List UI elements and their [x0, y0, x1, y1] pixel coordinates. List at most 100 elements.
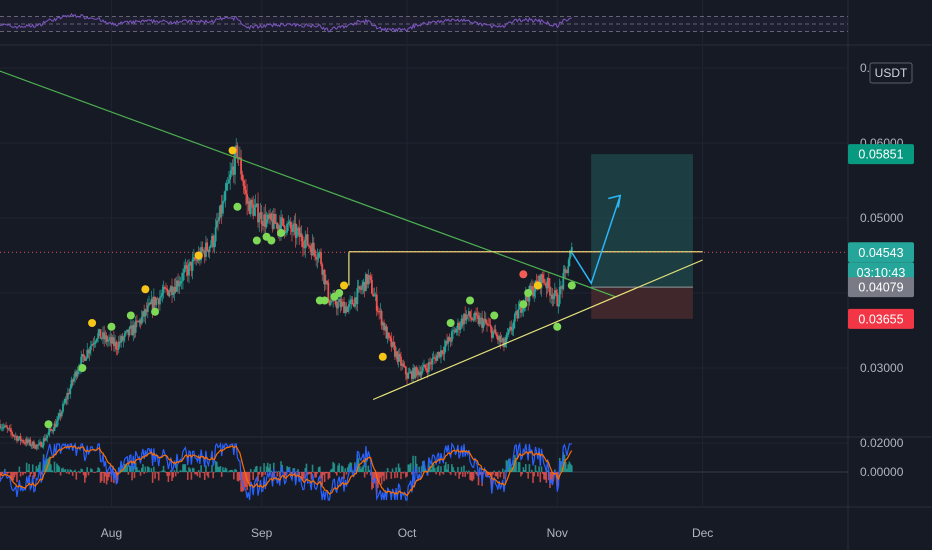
candle-body	[316, 258, 319, 260]
macd-histogram-bar	[88, 471, 91, 473]
macd-histogram-bar	[470, 472, 473, 481]
macd-histogram-bar	[28, 463, 30, 472]
candle-body	[566, 270, 568, 274]
macd-histogram-bar	[60, 468, 63, 472]
signal-dot-green	[78, 364, 87, 372]
macd-histogram-bar	[59, 472, 62, 476]
candle-body	[306, 234, 309, 246]
candle-body	[464, 313, 467, 321]
candle-body	[238, 157, 241, 159]
macd-histogram-bar	[85, 472, 87, 478]
candle-body	[271, 219, 274, 229]
candle-body	[553, 290, 556, 297]
candle-body	[358, 286, 361, 290]
macd-histogram-bar	[340, 465, 343, 472]
candle-body	[384, 326, 387, 331]
candle-body	[99, 329, 102, 339]
macd-histogram-bar	[361, 466, 364, 472]
candle-body	[209, 244, 212, 247]
candle-body	[60, 411, 63, 417]
macd-histogram-bar	[12, 472, 15, 481]
macd-histogram-bar	[495, 472, 498, 477]
macd-histogram-bar	[391, 468, 394, 472]
rising-support-line	[372, 259, 703, 401]
macd-histogram-bar	[508, 458, 510, 472]
macd-histogram-bar	[80, 468, 82, 472]
macd-histogram-bar	[477, 472, 480, 486]
macd-histogram-bar	[228, 471, 230, 472]
candle-body	[220, 204, 223, 214]
macd-histogram-bar	[165, 472, 167, 473]
macd-histogram-bar	[406, 472, 408, 477]
price-tick-label: 0.02000	[860, 436, 904, 450]
macd-histogram-bar	[392, 471, 395, 473]
macd-histogram-bar	[520, 472, 522, 477]
candle-body	[177, 280, 179, 287]
macd-histogram-bar	[460, 466, 463, 472]
macd-histogram-bar	[501, 468, 504, 472]
macd-histogram-bar	[434, 468, 436, 472]
candle-body	[346, 307, 349, 312]
candle-body	[139, 320, 142, 324]
macd-histogram-bar	[282, 472, 285, 473]
macd-histogram-bar	[23, 472, 26, 473]
macd-histogram-bar	[91, 469, 93, 472]
macd-histogram-bar	[201, 472, 204, 473]
candle-body	[186, 268, 189, 276]
macd-histogram-bar	[239, 472, 241, 481]
macd-histogram-bar	[531, 469, 533, 472]
macd-histogram-bar	[176, 464, 178, 472]
macd-histogram-bar	[430, 469, 433, 472]
candle-body	[142, 311, 144, 317]
candle-body	[189, 261, 192, 264]
candle-body	[551, 294, 554, 299]
candle-body	[97, 333, 100, 339]
macd-histogram-bar	[161, 470, 164, 472]
candle-body	[442, 353, 445, 355]
macd-histogram-bar	[541, 472, 544, 474]
macd-histogram-bar	[97, 467, 99, 472]
macd-histogram-bar	[298, 472, 301, 478]
macd-pane	[0, 441, 848, 502]
candle-body	[409, 371, 412, 373]
candle-body	[276, 222, 279, 230]
macd-histogram-bar	[394, 472, 396, 479]
macd-histogram-bar	[195, 472, 198, 475]
macd-histogram-bar	[51, 470, 53, 472]
macd-histogram-bar	[550, 472, 552, 483]
candle-body	[354, 297, 356, 307]
macd-histogram-bar	[518, 462, 521, 472]
macd-histogram-bar	[236, 472, 239, 481]
macd-histogram-bar	[230, 469, 233, 472]
candle-body	[329, 300, 332, 305]
candle-body	[80, 356, 83, 369]
macd-histogram-bar	[131, 472, 133, 481]
candle-body	[455, 328, 458, 333]
candle-body	[208, 246, 211, 253]
candle-body	[544, 283, 547, 285]
candle-body	[179, 281, 182, 284]
signal-dot-green	[44, 420, 53, 429]
candle-body	[424, 364, 427, 369]
signal-dot-green	[107, 322, 116, 331]
candle-body	[190, 261, 193, 271]
candle-body	[223, 200, 226, 202]
entry-label-box	[848, 277, 914, 298]
macd-histogram-bar	[86, 467, 89, 472]
candle-body	[205, 242, 207, 257]
macd-histogram-bar	[503, 472, 505, 480]
currency-badge: USDT	[869, 62, 913, 84]
candle-body	[473, 312, 476, 320]
macd-histogram-bar	[202, 472, 205, 474]
macd-histogram-bar	[208, 472, 211, 473]
candle-body	[381, 322, 384, 326]
macd-histogram-bar	[216, 461, 218, 472]
price-labels: USDT 0.05851 0.04543 03:10:430.04079 0.03655	[848, 62, 914, 329]
candle-body	[206, 242, 209, 251]
macd-histogram-bar	[151, 472, 154, 483]
candle-body	[248, 201, 251, 215]
candle-body	[47, 432, 50, 436]
candle-body	[162, 287, 165, 294]
candle-body	[513, 313, 516, 322]
